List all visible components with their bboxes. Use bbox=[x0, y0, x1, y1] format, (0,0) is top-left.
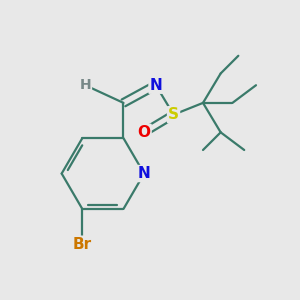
Text: O: O bbox=[138, 125, 151, 140]
Text: N: N bbox=[138, 166, 151, 181]
Text: Br: Br bbox=[73, 237, 92, 252]
Text: S: S bbox=[168, 107, 179, 122]
Text: N: N bbox=[149, 78, 162, 93]
Text: H: H bbox=[80, 78, 91, 92]
